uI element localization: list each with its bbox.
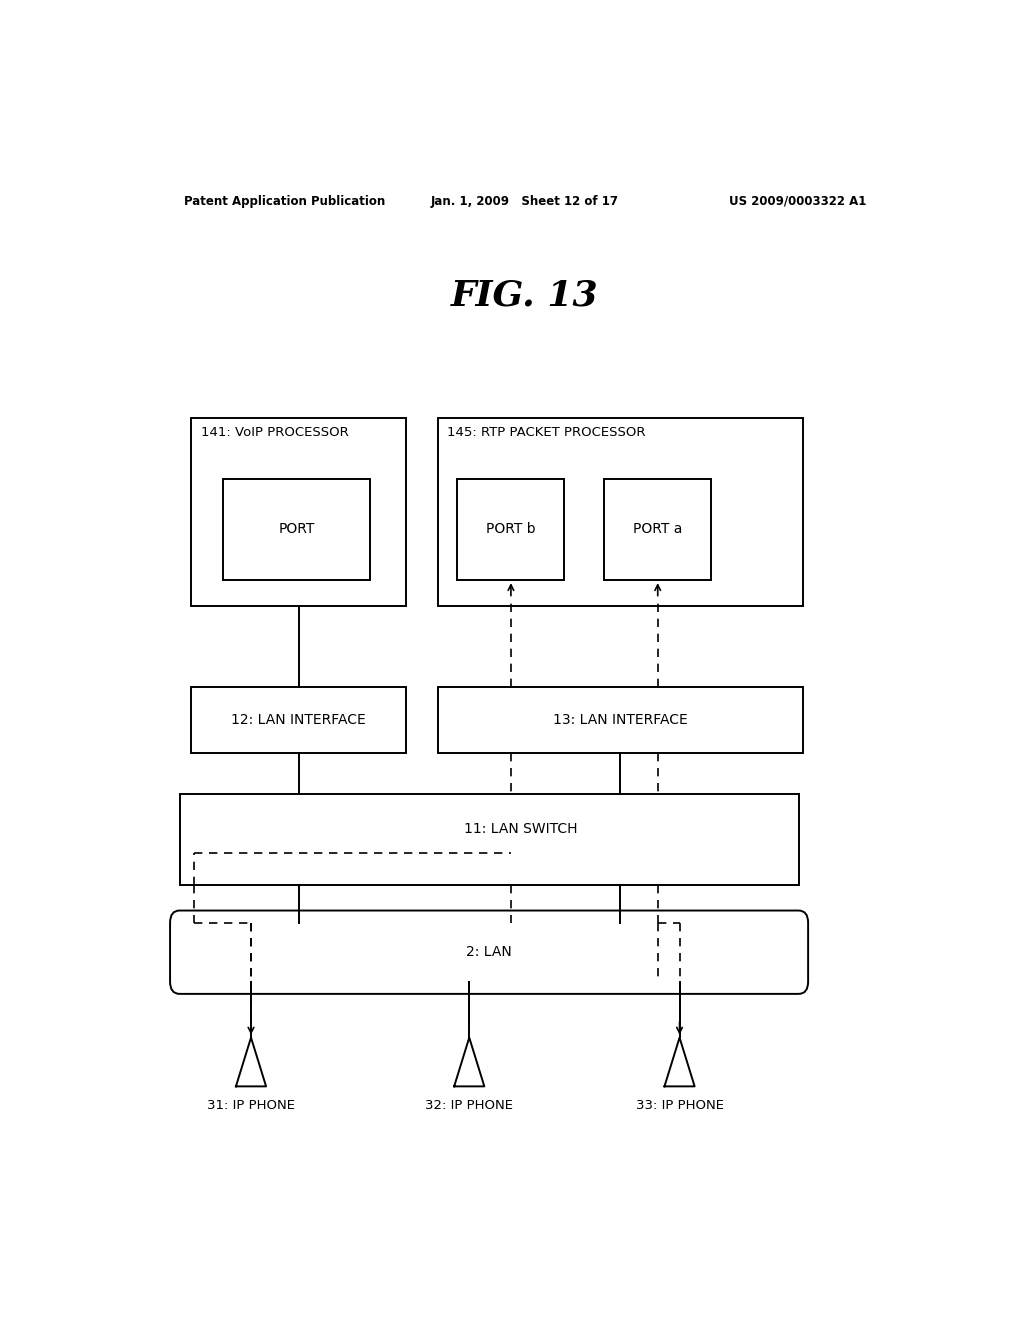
Bar <box>179 793 799 886</box>
Text: Patent Application Publication: Patent Application Publication <box>183 195 385 209</box>
Bar <box>458 479 564 581</box>
Text: 145: RTP PACKET PROCESSOR: 145: RTP PACKET PROCESSOR <box>447 426 645 438</box>
Text: 2: LAN: 2: LAN <box>466 945 512 960</box>
Bar <box>223 479 370 581</box>
Text: 141: VoIP PROCESSOR: 141: VoIP PROCESSOR <box>201 426 349 438</box>
Text: 32: IP PHONE: 32: IP PHONE <box>425 1098 513 1111</box>
FancyBboxPatch shape <box>170 911 808 994</box>
Text: 31: IP PHONE: 31: IP PHONE <box>207 1098 295 1111</box>
Text: PORT: PORT <box>279 523 314 536</box>
Bar <box>437 417 803 606</box>
Bar <box>191 686 406 752</box>
Text: PORT b: PORT b <box>486 523 536 536</box>
Bar <box>437 686 803 752</box>
Text: PORT a: PORT a <box>633 523 682 536</box>
Bar <box>191 417 406 606</box>
Text: 33: IP PHONE: 33: IP PHONE <box>636 1098 724 1111</box>
Text: FIG. 13: FIG. 13 <box>451 279 599 313</box>
Text: 13: LAN INTERFACE: 13: LAN INTERFACE <box>553 713 687 727</box>
Text: 12: LAN INTERFACE: 12: LAN INTERFACE <box>231 713 366 727</box>
Text: Jan. 1, 2009   Sheet 12 of 17: Jan. 1, 2009 Sheet 12 of 17 <box>431 195 618 209</box>
Text: US 2009/0003322 A1: US 2009/0003322 A1 <box>729 195 866 209</box>
Text: 11: LAN SWITCH: 11: LAN SWITCH <box>464 822 578 837</box>
Bar <box>604 479 712 581</box>
